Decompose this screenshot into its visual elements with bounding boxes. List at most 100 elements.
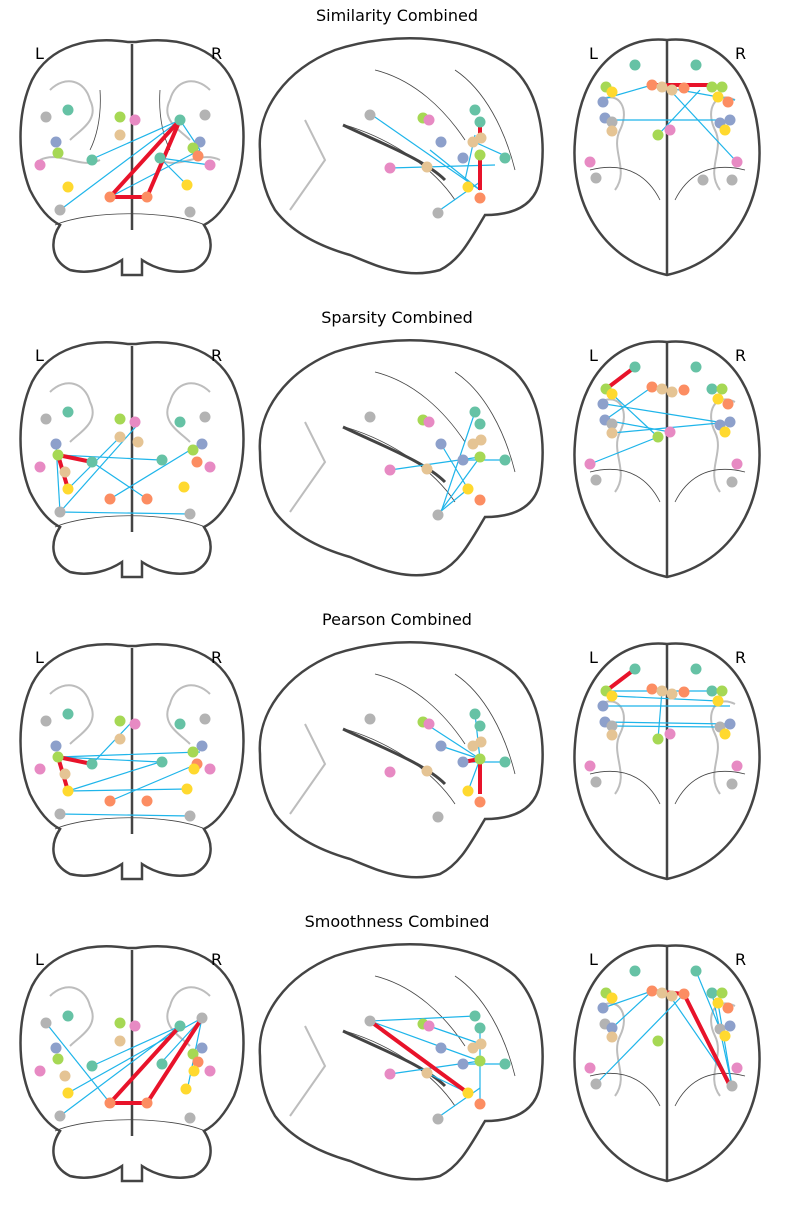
- roi-node: [196, 438, 208, 450]
- roi-node: [646, 683, 658, 695]
- roi-node: [62, 785, 74, 797]
- brain-contour: [258, 641, 544, 879]
- connection-edge: [371, 114, 481, 191]
- roi-node: [712, 997, 724, 1009]
- connection-edge: [611, 695, 719, 702]
- roi-node: [664, 124, 676, 136]
- roi-node: [656, 685, 668, 697]
- roi-node: [421, 161, 433, 173]
- roi-node: [40, 1017, 52, 1029]
- right-label: R: [735, 648, 747, 667]
- roi-node: [462, 181, 474, 193]
- brain-contour: [454, 673, 516, 775]
- brain-contour: [674, 1072, 746, 1107]
- connection-edge: [604, 386, 653, 421]
- axial-view: [570, 30, 770, 280]
- roi-node: [54, 1110, 66, 1122]
- roi-node: [196, 740, 208, 752]
- connection-edge: [67, 788, 188, 792]
- roi-node: [499, 1058, 511, 1070]
- strong-connection-edge: [57, 755, 93, 766]
- roi-node: [690, 663, 702, 675]
- brain-contour: [49, 986, 94, 1047]
- roi-node: [678, 384, 690, 396]
- panel-title: Pearson Combined: [322, 610, 472, 629]
- connection-edge: [159, 157, 211, 166]
- connection-edge: [91, 1025, 181, 1067]
- roi-node: [54, 204, 66, 216]
- brain-contour: [344, 728, 456, 805]
- roi-node: [666, 386, 678, 398]
- roi-node: [731, 1062, 743, 1074]
- roi-node: [50, 136, 62, 148]
- roi-node: [114, 413, 126, 425]
- connection-edge: [657, 690, 663, 740]
- roi-node: [457, 454, 469, 466]
- brain-contour: [289, 421, 327, 513]
- roi-node: [40, 111, 52, 123]
- brain-contour: [19, 945, 245, 1183]
- connection-edge: [657, 89, 701, 136]
- strong-connection-edge: [604, 365, 637, 391]
- connection-edge: [611, 990, 653, 1029]
- panel-similarity: Similarity Combined: [0, 0, 794, 300]
- roi-node: [462, 785, 474, 797]
- roi-node: [652, 431, 664, 443]
- coronal-brain-diagram: [19, 341, 245, 579]
- roi-node: [52, 1053, 64, 1065]
- roi-node: [435, 740, 447, 752]
- roi-node: [435, 136, 447, 148]
- connection-edge: [91, 723, 131, 765]
- roi-node: [40, 715, 52, 727]
- roi-node: [156, 756, 168, 768]
- panel-smoothness: Smoothness Combined: [0, 906, 794, 1206]
- roi-node: [722, 96, 734, 108]
- connection-edge: [45, 1022, 111, 1104]
- roi-node: [499, 152, 511, 164]
- roi-node: [62, 406, 74, 418]
- roi-node: [62, 1087, 74, 1099]
- roi-node: [656, 987, 668, 999]
- brain-contour: [49, 382, 94, 443]
- roi-node: [191, 456, 203, 468]
- strong-connection-edge: [108, 1024, 182, 1105]
- roi-node: [474, 149, 486, 161]
- roi-node: [606, 992, 618, 1004]
- roi-node: [716, 383, 728, 395]
- roi-node: [724, 114, 736, 126]
- roi-node: [364, 713, 376, 725]
- roi-node: [52, 449, 64, 461]
- roi-node: [187, 1048, 199, 1060]
- sagittal-brain-diagram: [258, 943, 544, 1181]
- connection-edge: [474, 713, 481, 760]
- roi-node: [606, 388, 618, 400]
- roi-node: [192, 150, 204, 162]
- connection-edge: [91, 461, 148, 500]
- brain-contour: [289, 1025, 327, 1117]
- roi-node: [646, 79, 658, 91]
- roi-node: [114, 1035, 126, 1047]
- roi-node: [104, 191, 116, 203]
- roi-node: [606, 729, 618, 741]
- roi-node: [719, 124, 731, 136]
- connection-edge: [611, 393, 659, 438]
- roi-node: [666, 688, 678, 700]
- left-label: L: [589, 346, 598, 365]
- left-label: L: [35, 346, 44, 365]
- roi-node: [204, 1065, 216, 1077]
- sagittal-view: [255, 30, 550, 280]
- brain-contour: [454, 371, 516, 473]
- roi-node: [646, 381, 658, 393]
- axial-view: [570, 332, 770, 582]
- roi-node: [187, 444, 199, 456]
- connection-edge: [59, 511, 191, 515]
- roi-node: [652, 1035, 664, 1047]
- connection-edge: [428, 1025, 482, 1045]
- brain-contour: [374, 69, 466, 141]
- brain-contour: [599, 1002, 625, 1097]
- roi-node: [114, 129, 126, 141]
- roi-node: [62, 483, 74, 495]
- roi-node: [697, 174, 709, 186]
- roi-node: [666, 84, 678, 96]
- connection-edge: [595, 993, 685, 1085]
